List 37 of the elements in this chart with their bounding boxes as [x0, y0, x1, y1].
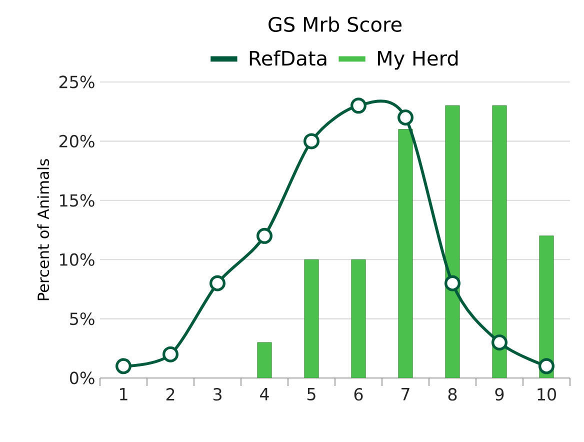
x-tick-label: 10: [538, 388, 556, 401]
point: [398, 110, 414, 126]
x-tick-label: 8: [448, 388, 457, 401]
bar: [351, 259, 366, 378]
bar: [398, 129, 413, 378]
x-tick-label: 6: [354, 388, 363, 401]
bar: [257, 342, 272, 378]
x-tick-label: 1: [120, 388, 128, 400]
y-tick-label: 20%: [59, 134, 94, 148]
x-tick-label: 7: [402, 388, 410, 400]
legend-label: My Herd: [378, 50, 458, 70]
point: [304, 133, 320, 150]
point: [116, 358, 132, 374]
x-tick-label: 3: [213, 388, 222, 401]
bar: [304, 259, 319, 378]
y-tick-label: 15%: [60, 194, 94, 207]
x-tick-label: 4: [260, 388, 269, 400]
x-tick-label: 2: [166, 388, 174, 400]
y-tick-label: 5%: [70, 312, 94, 326]
bar: [492, 105, 507, 378]
point: [444, 275, 460, 292]
bar: [539, 236, 554, 378]
y-tick-label: 25%: [59, 76, 94, 88]
chart-title: GS Mrb Score: [268, 16, 402, 32]
x-tick-label: 9: [495, 388, 504, 401]
point: [162, 346, 179, 362]
y-tick-label: 0%: [70, 372, 94, 384]
x-tick-label: 5: [307, 388, 316, 400]
point: [492, 334, 508, 350]
y-axis-title: Percent of Animals: [37, 159, 50, 300]
point: [350, 98, 367, 114]
y-tick-label: 10%: [60, 253, 94, 266]
bar: [445, 105, 460, 378]
legend-label: RefData: [250, 50, 326, 66]
point: [210, 275, 226, 292]
point: [538, 358, 555, 374]
point: [256, 228, 272, 244]
